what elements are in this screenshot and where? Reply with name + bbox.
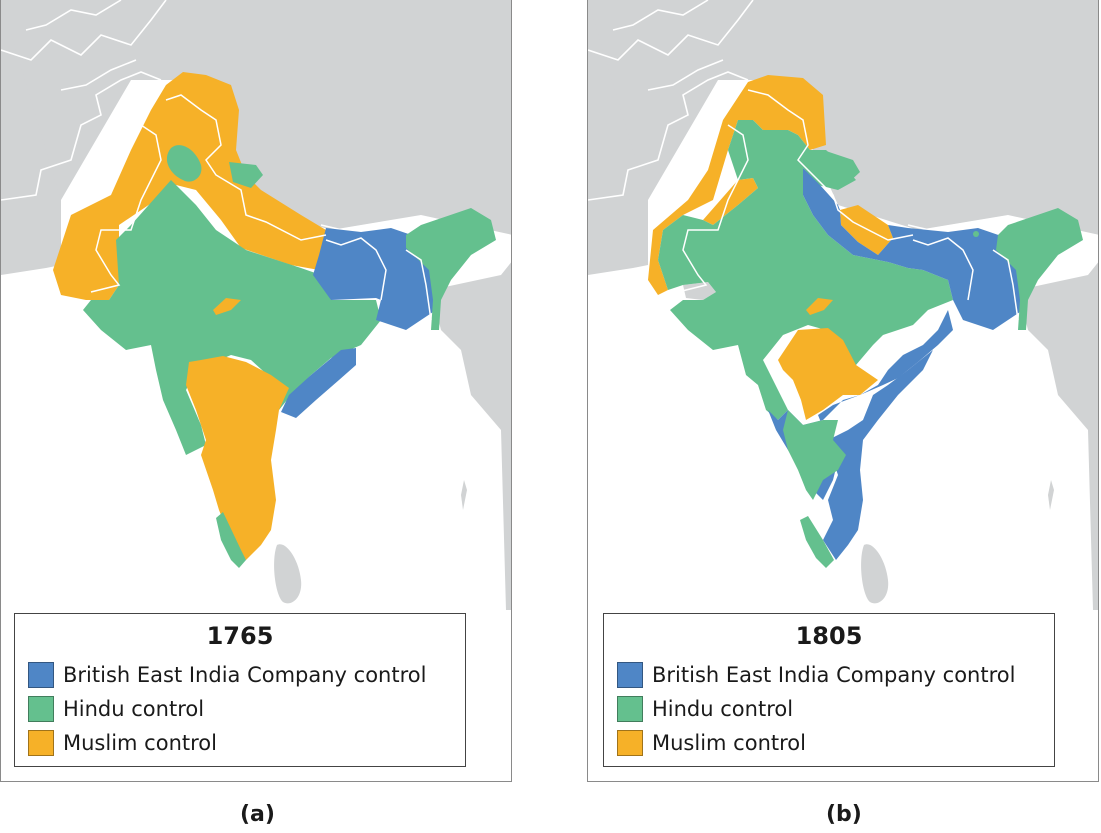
legend-item-muslim: Muslim control — [617, 729, 806, 757]
swatch-muslim — [28, 730, 54, 756]
legend-1765: 1765 British East India Company control … — [14, 613, 466, 767]
swatch-muslim — [617, 730, 643, 756]
legend-item-british: British East India Company control — [617, 661, 1015, 689]
map-1805 — [588, 0, 1098, 610]
caption-a: (a) — [240, 802, 275, 827]
legend-item-hindu: Hindu control — [617, 695, 793, 723]
swatch-hindu — [617, 696, 643, 722]
swatch-british — [617, 662, 643, 688]
legend-title: 1765 — [206, 622, 274, 650]
legend-label: Hindu control — [652, 697, 794, 721]
legend-label: British East India Company control — [63, 663, 427, 687]
swatch-hindu — [28, 696, 54, 722]
map-panel-1805: 1805 British East India Company control … — [587, 0, 1099, 782]
caption-b: (b) — [826, 802, 862, 827]
legend-item-hindu: Hindu control — [28, 695, 204, 723]
legend-label: Muslim control — [63, 731, 217, 755]
legend-item-british: British East India Company control — [28, 661, 426, 689]
legend-label: British East India Company control — [652, 663, 1016, 687]
legend-label: Hindu control — [63, 697, 205, 721]
legend-item-muslim: Muslim control — [28, 729, 217, 757]
legend-label: Muslim control — [652, 731, 806, 755]
swatch-british — [28, 662, 54, 688]
map-1765 — [1, 0, 511, 610]
legend-title: 1805 — [795, 622, 863, 650]
legend-1805: 1805 British East India Company control … — [603, 613, 1055, 767]
map-panel-1765: 1765 British East India Company control … — [0, 0, 512, 782]
